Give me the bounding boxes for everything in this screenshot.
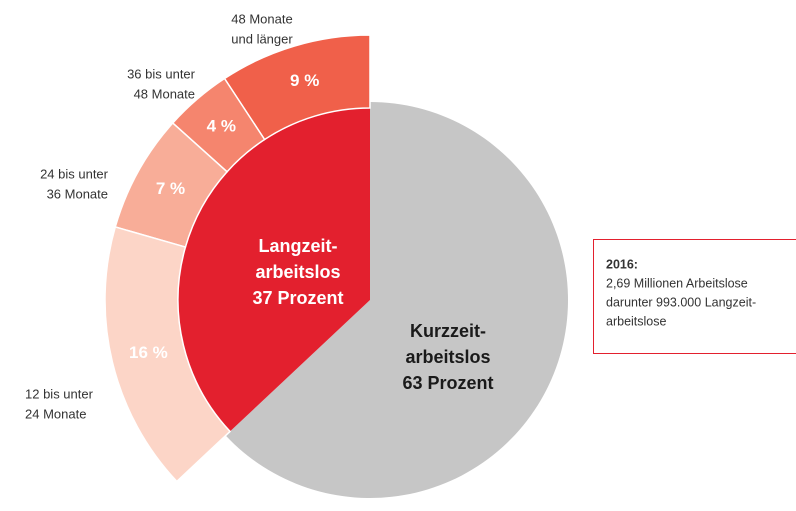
slice-label: 63 Prozent [402,373,493,393]
slice-label: arbeitslos [405,347,490,367]
category-label: und länger [231,31,293,46]
ring-segment [114,121,229,249]
annotation-line: 2,69 Millionen Arbeitslose [606,276,748,290]
category-label: 24 Monate [25,406,86,421]
category-label: 36 bis unter [127,66,196,81]
pie-slice [177,108,370,432]
category-label: 48 Monate [134,86,195,101]
category-label: 24 bis unter [40,166,109,181]
value-label: 7 % [156,179,185,198]
annotation-title: 2016: [606,257,638,271]
ring-segment [171,77,266,173]
slice-label: 37 Prozent [252,288,343,308]
category-label: 48 Monate [231,11,292,26]
ring-segment [104,226,232,483]
slice-label: arbeitslos [255,262,340,282]
ring-segment [223,34,371,141]
value-label: 16 % [129,343,168,362]
slice-label: Kurzzeit- [410,321,486,341]
annotation-line: arbeitslose [606,314,666,328]
slice-label: Langzeit- [259,236,338,256]
category-label: 12 bis unter [25,386,94,401]
annotation-box [593,239,796,354]
pie-slice [225,102,568,498]
category-label: 36 Monate [47,186,108,201]
annotation-line: darunter 993.000 Langzeit- [606,295,756,309]
value-label: 9 % [290,71,319,90]
value-label: 4 % [207,117,236,136]
